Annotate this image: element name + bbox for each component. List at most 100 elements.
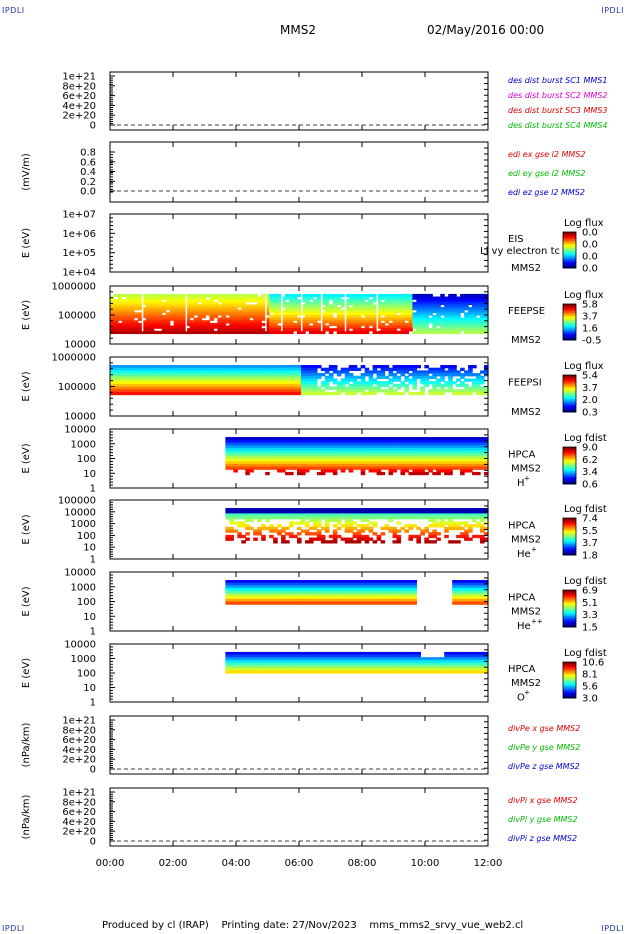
spectrogram-cell bbox=[245, 458, 250, 462]
spectrogram-cell bbox=[356, 301, 362, 306]
spectrogram-cell bbox=[356, 312, 362, 316]
spectrogram-cell bbox=[229, 304, 234, 308]
spectrogram-cell bbox=[328, 450, 334, 454]
spectrogram-cell bbox=[432, 320, 437, 324]
spectrogram-cell bbox=[388, 463, 394, 468]
spectrogram-cell bbox=[404, 516, 410, 520]
spectrogram-cell bbox=[352, 389, 358, 393]
spectrogram-cell bbox=[392, 375, 398, 380]
spectrogram-cell bbox=[209, 386, 215, 390]
spectrogram-cell bbox=[432, 375, 437, 380]
spectrogram-cell bbox=[312, 458, 318, 462]
spectrogram-cell bbox=[428, 330, 433, 335]
spectrogram-cell bbox=[110, 378, 115, 382]
spectrogram-cell bbox=[265, 588, 270, 592]
spectrogram-cell bbox=[300, 510, 306, 515]
spectrogram-cell bbox=[328, 466, 334, 470]
colorbar-segment bbox=[563, 601, 576, 604]
spectrogram-cell bbox=[436, 469, 441, 473]
spectrogram-cell bbox=[320, 654, 326, 658]
spectrogram-cell bbox=[432, 445, 437, 449]
spectrogram-cell bbox=[281, 508, 286, 512]
spectrogram-cell bbox=[145, 322, 151, 327]
spectrogram-cell bbox=[316, 373, 322, 377]
colorbar-segment bbox=[563, 456, 576, 459]
spectrogram-cell bbox=[448, 455, 453, 460]
spectrogram-cell bbox=[300, 373, 306, 377]
spectrogram-cell bbox=[304, 309, 310, 313]
spectrogram-cell bbox=[400, 471, 406, 476]
spectrogram-cell bbox=[261, 524, 266, 528]
spectrogram-cell bbox=[145, 299, 151, 303]
spectrogram-cell bbox=[225, 389, 230, 393]
spectrogram-cell bbox=[372, 585, 378, 589]
spectrogram-cell bbox=[336, 601, 342, 605]
colorbar-segment bbox=[563, 332, 576, 336]
spectrogram-cell bbox=[344, 670, 350, 674]
spectrogram-cell bbox=[456, 307, 461, 311]
spectrogram-cell bbox=[460, 375, 465, 380]
spectrogram-cell bbox=[117, 370, 123, 374]
spectrogram-cell bbox=[308, 590, 314, 595]
spectrogram-cell bbox=[320, 651, 326, 656]
spectrogram-cell bbox=[293, 381, 298, 385]
spectrogram-cell bbox=[265, 463, 270, 468]
spectrogram-cell bbox=[129, 293, 135, 298]
spectrogram-cell bbox=[225, 461, 230, 465]
spectrogram-cell bbox=[332, 365, 338, 369]
spectrogram-cell bbox=[448, 445, 453, 449]
spectrogram-cell bbox=[348, 518, 354, 523]
spectrogram-cell bbox=[289, 453, 294, 457]
spectrogram-cell bbox=[297, 293, 302, 298]
spectrogram-cell bbox=[277, 447, 282, 452]
spectrogram-cell bbox=[480, 447, 485, 452]
spectrogram-cell bbox=[432, 508, 437, 512]
spectrogram-cell bbox=[376, 598, 382, 603]
spectrogram-cell bbox=[420, 532, 425, 536]
spectrogram-cell bbox=[328, 455, 334, 460]
spectrogram-cell bbox=[141, 389, 147, 393]
spectrogram-cell bbox=[484, 510, 489, 515]
spectrogram-cell bbox=[456, 383, 461, 388]
spectrogram-cell bbox=[376, 450, 382, 454]
spectrogram-cell bbox=[181, 389, 187, 393]
spectrogram-cell bbox=[420, 299, 425, 303]
spectrogram-cell bbox=[277, 439, 282, 444]
spectrogram-cell bbox=[277, 654, 282, 658]
spectrogram-cell bbox=[448, 442, 453, 446]
spectrogram-cell bbox=[416, 373, 421, 377]
spectrogram-cell bbox=[304, 312, 310, 316]
spectrogram-cell bbox=[400, 466, 406, 470]
colorbar-segment bbox=[563, 244, 576, 247]
spectrogram-cell bbox=[380, 471, 386, 476]
spectrogram-cell bbox=[380, 540, 386, 544]
spectrogram-cell bbox=[293, 657, 298, 661]
spectrogram-cell bbox=[225, 445, 230, 449]
spectrogram-cell bbox=[356, 386, 362, 390]
colorbar-segment bbox=[563, 540, 576, 543]
spectrogram-cell bbox=[177, 320, 183, 324]
spectrogram-cell bbox=[380, 513, 386, 517]
spectrogram-cell bbox=[436, 367, 441, 372]
colorbar-tick-label: 5.1 bbox=[582, 598, 598, 609]
spectrogram-cell bbox=[137, 325, 143, 329]
spectrogram-cell bbox=[273, 463, 278, 468]
colorbar-segment bbox=[563, 232, 576, 235]
spectrogram-cell bbox=[372, 463, 378, 468]
spectrogram-cell bbox=[265, 461, 270, 465]
spectrogram-cell bbox=[257, 466, 262, 470]
spectrogram-cell bbox=[440, 383, 445, 388]
spectrogram-cell bbox=[233, 659, 238, 664]
spectrogram-cell bbox=[273, 593, 278, 597]
spectrogram-cell bbox=[245, 304, 250, 308]
spectrogram-cell bbox=[472, 447, 477, 452]
colorbar-segment bbox=[563, 410, 576, 413]
spectrogram-cell bbox=[412, 469, 417, 473]
spectrogram-cell bbox=[472, 325, 477, 329]
spectrogram-cell bbox=[205, 383, 211, 388]
spectrogram-cell bbox=[233, 383, 238, 388]
spectrogram-cell bbox=[300, 304, 306, 308]
spectrogram-cell bbox=[297, 445, 302, 449]
spectrogram-cell bbox=[261, 445, 266, 449]
spectrogram-cell bbox=[324, 453, 330, 457]
